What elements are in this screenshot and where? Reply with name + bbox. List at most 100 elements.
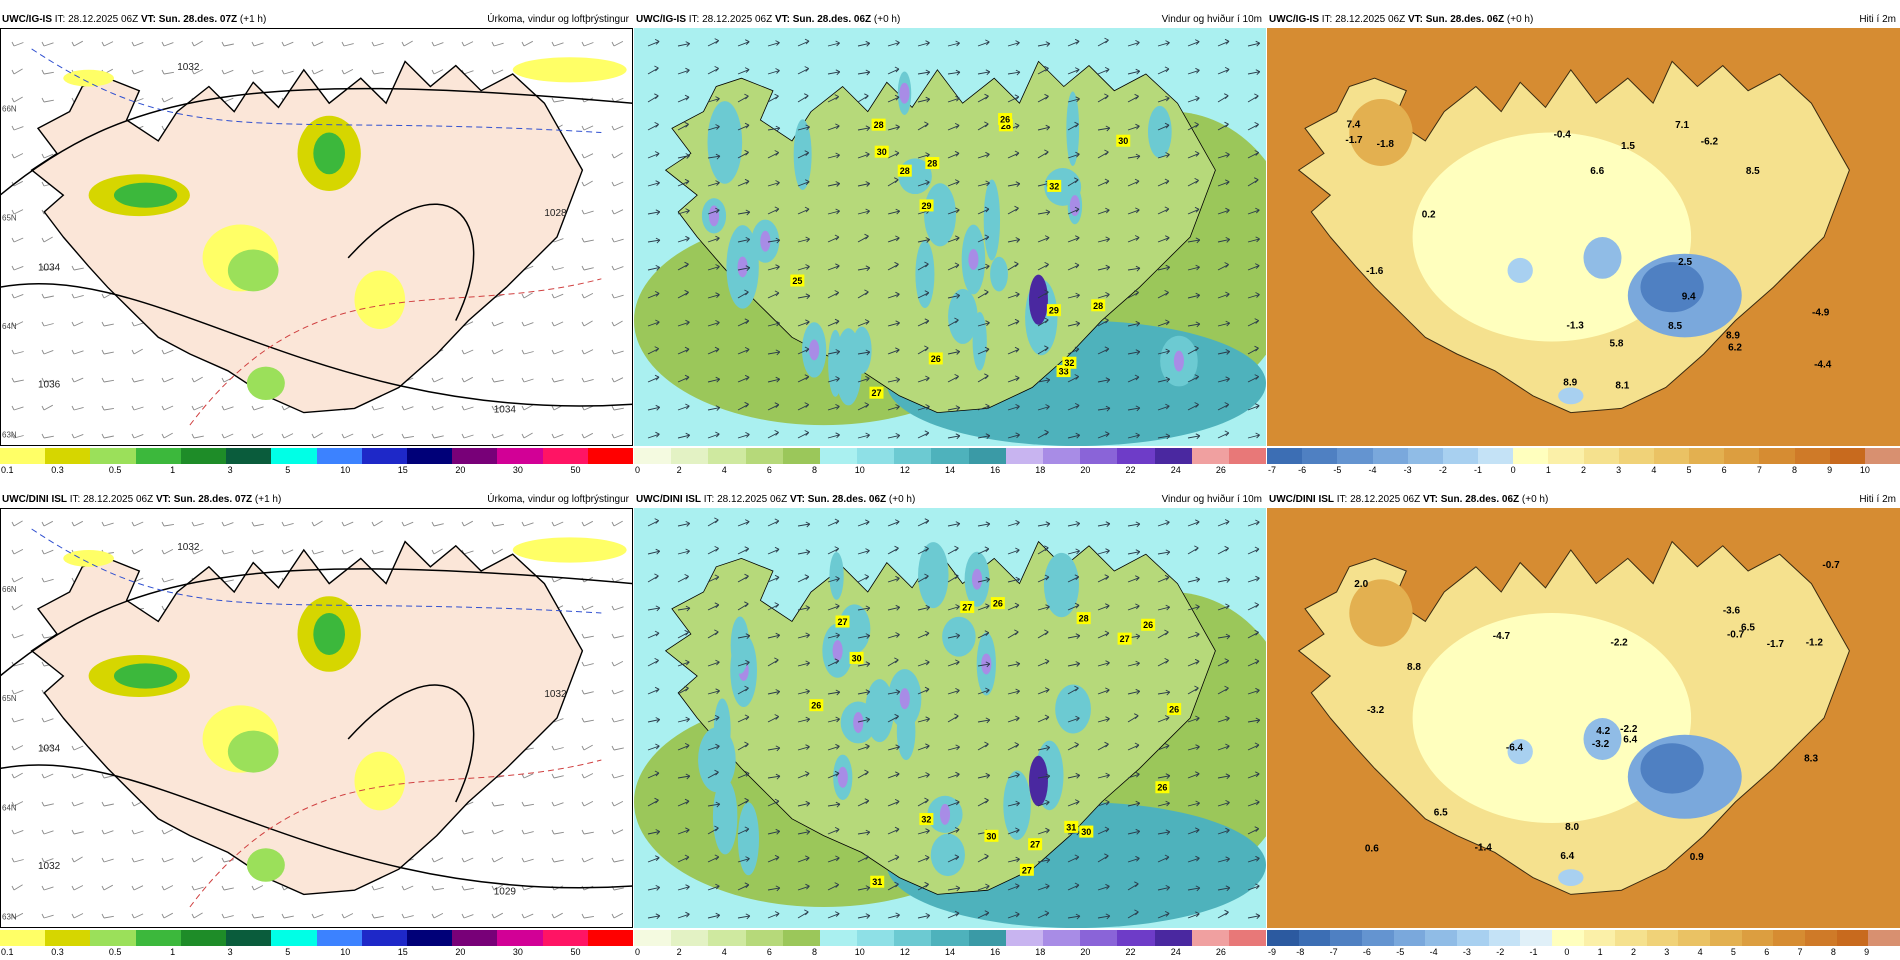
colorbar-swatch xyxy=(894,448,932,464)
colorbar-swatch xyxy=(1302,448,1338,464)
panel-title: Úrkoma, vindur og loftþrýstingur xyxy=(487,494,629,505)
colorbar-swatch xyxy=(1615,930,1648,946)
colorbar-swatch xyxy=(1864,448,1900,464)
gust-label: 32 xyxy=(1049,181,1059,191)
colorbar-tick-label: 2 xyxy=(676,947,682,957)
colorbar-swatch xyxy=(316,448,363,464)
colorbar-tick-label: 7 xyxy=(1756,465,1762,475)
temperature-label: -6.2 xyxy=(1701,136,1719,147)
colorbar-swatch xyxy=(1154,448,1193,464)
map-area[interactable]: 0.6 6.5 8.3 6.4 -0.7 6.5 -1.2 -0.7 8.0 -1.7 0.9 2.0… xyxy=(1267,508,1900,928)
precip-areas xyxy=(63,537,627,882)
colorbar-swatch xyxy=(1759,448,1795,464)
gust-label: 26 xyxy=(1157,783,1167,793)
gust-label-box xyxy=(1117,632,1132,645)
isobar-label: 1032 xyxy=(177,62,200,73)
map-canvas: 27 26 30 27 26 27 26 31 27 30 31 30 32 27 26 28 26 xyxy=(634,508,1266,928)
colorbar-swatch xyxy=(1330,930,1363,946)
colorbar-swatch xyxy=(1488,930,1521,946)
colorbar-swatch xyxy=(1456,930,1489,946)
colorbar-tick-label: 16 xyxy=(990,947,1001,957)
lead-time: (+1 h) xyxy=(254,494,282,505)
wind-area xyxy=(918,542,949,609)
colorbar-labels: 0.1 0.3 0.5 1 3 5 10 15 20 30 50 xyxy=(0,465,633,477)
colorbar-swatch xyxy=(1337,448,1373,464)
wind-speed-areas xyxy=(698,542,1091,877)
lead-time: (+1 h) xyxy=(239,14,267,25)
colorbar-tick-label: -7 xyxy=(1329,947,1338,957)
isobar-label: 1028 xyxy=(544,208,567,219)
colorbar xyxy=(634,448,1267,464)
map-panel-precip: UWC/IG-IS IT: 28.12.2025 06Z VT: Sun. 28… xyxy=(0,12,634,478)
colorbar-tick-label: 5 xyxy=(285,947,291,957)
gust-label-box xyxy=(984,829,999,842)
colorbar-tick-label: -9 xyxy=(1268,947,1277,957)
wind-area xyxy=(760,230,771,252)
colorbar xyxy=(634,930,1267,946)
gust-label: 27 xyxy=(962,603,972,613)
colorbar-swatch xyxy=(1583,448,1620,464)
panel-header: UWC/DINI ISL IT: 28.12.2025 06Z VT: Sun.… xyxy=(1267,492,1900,508)
colorbar-tick-label: -1 xyxy=(1473,465,1483,475)
colorbar-tick-label: 50 xyxy=(570,465,581,475)
colorbar-tick-label: 3 xyxy=(227,947,233,957)
temperature-label: 0.9 xyxy=(1690,852,1704,863)
gust-label-box xyxy=(870,875,885,888)
wind-area xyxy=(852,326,872,374)
colorbar-tick-label: 2 xyxy=(1580,465,1587,475)
map-area[interactable]: 28 29 26 30 29 27 32 28 33 26 25 30 28 32 28 28 xyxy=(634,28,1266,446)
colorbar-tick-label: -2 xyxy=(1438,465,1447,475)
colorbar-swatch xyxy=(180,930,227,946)
map-area[interactable]: 6.6 6.2 7.4 8.5 8.9 -0.4 8.1 7.1 0.2 -1.6 8.9 1.5 2.… xyxy=(1267,28,1900,446)
temperature-label: -0.7 xyxy=(1727,629,1745,640)
colorbar-swatch xyxy=(1393,930,1426,946)
wind-area xyxy=(1055,684,1091,734)
gust-label: 30 xyxy=(986,831,996,841)
wind-area xyxy=(837,766,848,788)
colorbar-swatch xyxy=(0,930,46,946)
wind-area xyxy=(1173,350,1184,372)
colorbar-tick-label: 20 xyxy=(1080,947,1091,957)
colorbar-swatch xyxy=(1724,448,1760,464)
temperature-label: 0.2 xyxy=(1422,209,1436,220)
isobar-label: 1036 xyxy=(38,379,61,390)
gust-label-box xyxy=(1062,356,1077,369)
colorbar-swatch xyxy=(1548,448,1584,464)
isobar-label: 1032 xyxy=(177,542,200,553)
colorbar-tick-label: 1 xyxy=(1597,947,1603,957)
latitude-label: 65N xyxy=(2,694,17,703)
model-name: UWC/DINI ISL xyxy=(636,494,701,505)
map-area[interactable]: 1032 1034 1036 1034 1028 66N 65N 64N 63N xyxy=(0,28,633,446)
wind-area xyxy=(971,568,983,590)
gust-label-box xyxy=(869,386,884,399)
iceland-land xyxy=(664,540,1216,895)
colorbar-tick-label: -5 xyxy=(1396,947,1405,957)
wind-area xyxy=(990,256,1008,292)
colorbar-swatch xyxy=(931,930,970,946)
colorbar-swatch xyxy=(1551,930,1584,946)
model-name: UWC/IG-IS xyxy=(1269,14,1319,25)
colorbar-swatch xyxy=(1042,930,1081,946)
colorbar-tick-label: 12 xyxy=(899,465,910,475)
colorbar-tick-label: -6 xyxy=(1298,465,1307,475)
colorbar-tick-label: 20 xyxy=(1080,465,1091,475)
colorbar-swatch xyxy=(1583,930,1616,946)
precip-area xyxy=(246,366,285,401)
wind-area xyxy=(730,616,750,674)
temperature-label: 2.0 xyxy=(1354,579,1368,590)
gust-label: 33 xyxy=(1059,367,1069,377)
temperature-label: 8.9 xyxy=(1563,378,1577,389)
colorbar-swatch xyxy=(135,448,182,464)
map-area[interactable]: 1032 1034 1032 1029 1032 66N 65N 64N 63N xyxy=(0,508,633,928)
colorbar-swatch xyxy=(45,930,91,946)
colorbar-swatch xyxy=(1267,930,1300,946)
gust-label-box xyxy=(1047,179,1062,192)
isobar-label: 1034 xyxy=(38,744,61,755)
colorbar-tick-label: 0.5 xyxy=(108,947,122,957)
map-canvas: 6.6 6.2 7.4 8.5 8.9 -0.4 8.1 7.1 0.2 -1.6 8.9 1.5 2.… xyxy=(1267,28,1900,446)
colorbar-tick-label: 10 xyxy=(854,947,865,957)
map-area[interactable]: 27 26 30 27 26 27 26 31 27 30 31 30 32 27 26 28 26 xyxy=(634,508,1266,928)
wind-area xyxy=(981,653,992,675)
valid-time: Sun. 28.des. 06Z xyxy=(1440,494,1520,505)
valid-time-label: VT: xyxy=(1422,494,1438,505)
